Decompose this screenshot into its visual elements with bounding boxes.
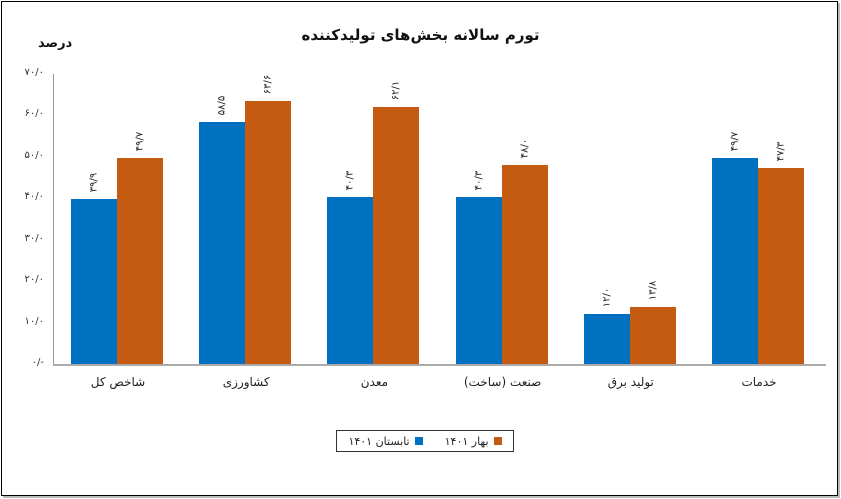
y-tick-label: ۲۰/۰ <box>24 274 44 286</box>
legend: بهار ۱۴۰۱ تابستان ۱۴۰۱ <box>336 430 514 452</box>
y-axis-line <box>53 74 54 365</box>
bar-value-label: ۴۰/۳ <box>473 170 485 191</box>
bar-value-label: ۴۸/۰ <box>519 138 531 159</box>
bar-spring <box>117 158 163 364</box>
bar-spring <box>629 306 676 364</box>
bar-value-label: ۵۸/۵ <box>216 95 228 115</box>
y-tick-label: ۳۰/۰ <box>24 232 44 244</box>
bar-value-label: ۳۹/۹ <box>88 172 100 192</box>
category-label: صنعت (ساخت) <box>463 375 542 389</box>
legend-swatch-orange <box>493 437 502 445</box>
bar-spring <box>501 165 548 364</box>
legend-item-spring: بهار ۱۴۰۱ <box>445 435 502 448</box>
bar-summer <box>583 314 630 364</box>
bar-value-label: ۱۲/۰ <box>601 288 613 308</box>
bar-summer <box>327 197 374 364</box>
bar-summer <box>455 197 502 364</box>
y-tick-label: ۰/- <box>31 357 44 368</box>
category-label: تولید برق <box>607 375 654 389</box>
y-tick-label: ۴۰/۰ <box>24 191 44 203</box>
bar-value-label: ۴۷/۳ <box>775 141 787 162</box>
legend-item-summer: تابستان ۱۴۰۱ <box>348 434 423 448</box>
bar-summer <box>712 158 758 364</box>
bar-value-label: ۶۳/۶ <box>262 74 274 94</box>
category-label: معدن <box>360 375 389 389</box>
bar-summer <box>71 198 117 364</box>
y-axis-label: درصد <box>38 36 73 51</box>
bar-value-label: ۴۹/۷ <box>729 131 741 152</box>
bar-value-label: ۴۰/۳ <box>344 170 356 191</box>
y-tick-label: ۶۰/۰ <box>24 108 44 120</box>
category-label: شاخص کل <box>90 375 146 389</box>
category-label: کشاورزی <box>222 375 270 389</box>
y-tick-label: ۷۰/۰ <box>24 67 44 78</box>
bar-spring <box>373 106 420 364</box>
bar-summer <box>199 121 246 364</box>
legend-label: تابستان ۱۴۰۱ <box>348 434 410 448</box>
chart-title: تورم سالانه بخش‌های تولیدکننده <box>301 26 540 44</box>
bar-spring <box>245 100 292 364</box>
legend-swatch-blue <box>414 437 423 445</box>
bar-value-label: ۱۳/۸ <box>647 280 659 301</box>
bar-value-label: ۴۹/۷ <box>134 131 146 152</box>
frame-shadow <box>3 3 840 498</box>
y-tick-label: ۵۰/۰ <box>24 149 44 161</box>
x-axis-line <box>53 364 826 366</box>
category-label: خدمات <box>741 375 777 389</box>
legend-label: بهار ۱۴۰۱ <box>444 434 489 448</box>
bar-value-label: ۶۲/۱ <box>390 80 402 100</box>
y-tick-label: ۱۰/۰ <box>24 315 44 327</box>
bar-spring <box>758 168 804 364</box>
